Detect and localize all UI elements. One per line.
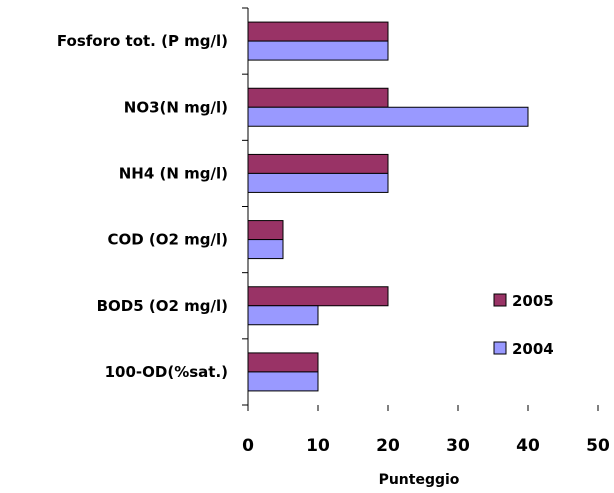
bar-2005-3 xyxy=(247,153,389,174)
legend: 2005 2004 xyxy=(493,292,554,358)
bar-2004-2 xyxy=(247,106,529,127)
category-label: NH4 (N mg/l) xyxy=(119,164,228,182)
legend-swatch-2005 xyxy=(493,293,507,307)
legend-swatch-2004 xyxy=(493,341,507,355)
category-label: COD (O2 mg/l) xyxy=(107,231,228,249)
bar-2005-6 xyxy=(247,352,319,373)
x-axis-title: Punteggio xyxy=(379,472,460,488)
bar-2005-2 xyxy=(247,87,389,108)
x-tick-label: 0 xyxy=(242,436,254,456)
axes: Fosforo tot. (P mg/l) NO3(N mg/l) NH4 (N m… xyxy=(57,7,610,456)
legend-label-2005: 2005 xyxy=(512,292,554,310)
legend-label-2004: 2004 xyxy=(512,340,554,358)
x-tick-label: 20 xyxy=(376,436,400,456)
x-tick-label: 40 xyxy=(516,436,540,456)
x-tick-label: 30 xyxy=(446,436,470,456)
bar-2004-3 xyxy=(247,172,389,193)
bar-2005-5 xyxy=(247,286,389,307)
bar-2004-1 xyxy=(247,40,389,61)
category-label: NO3(N mg/l) xyxy=(124,98,228,116)
category-label: Fosforo tot. (P mg/l) xyxy=(57,32,228,50)
plot-area xyxy=(247,21,529,392)
category-label: BOD5 (O2 mg/l) xyxy=(97,297,228,315)
bar-2004-6 xyxy=(247,371,319,392)
category-label: 100-OD(%sat.) xyxy=(105,363,228,381)
x-tick-label: 50 xyxy=(586,436,610,456)
bar-2004-5 xyxy=(247,305,319,326)
bar-2005-4 xyxy=(247,220,284,241)
bar-2005-1 xyxy=(247,21,389,42)
x-tick-label: 10 xyxy=(306,436,330,456)
bar-2004-4 xyxy=(247,239,284,260)
